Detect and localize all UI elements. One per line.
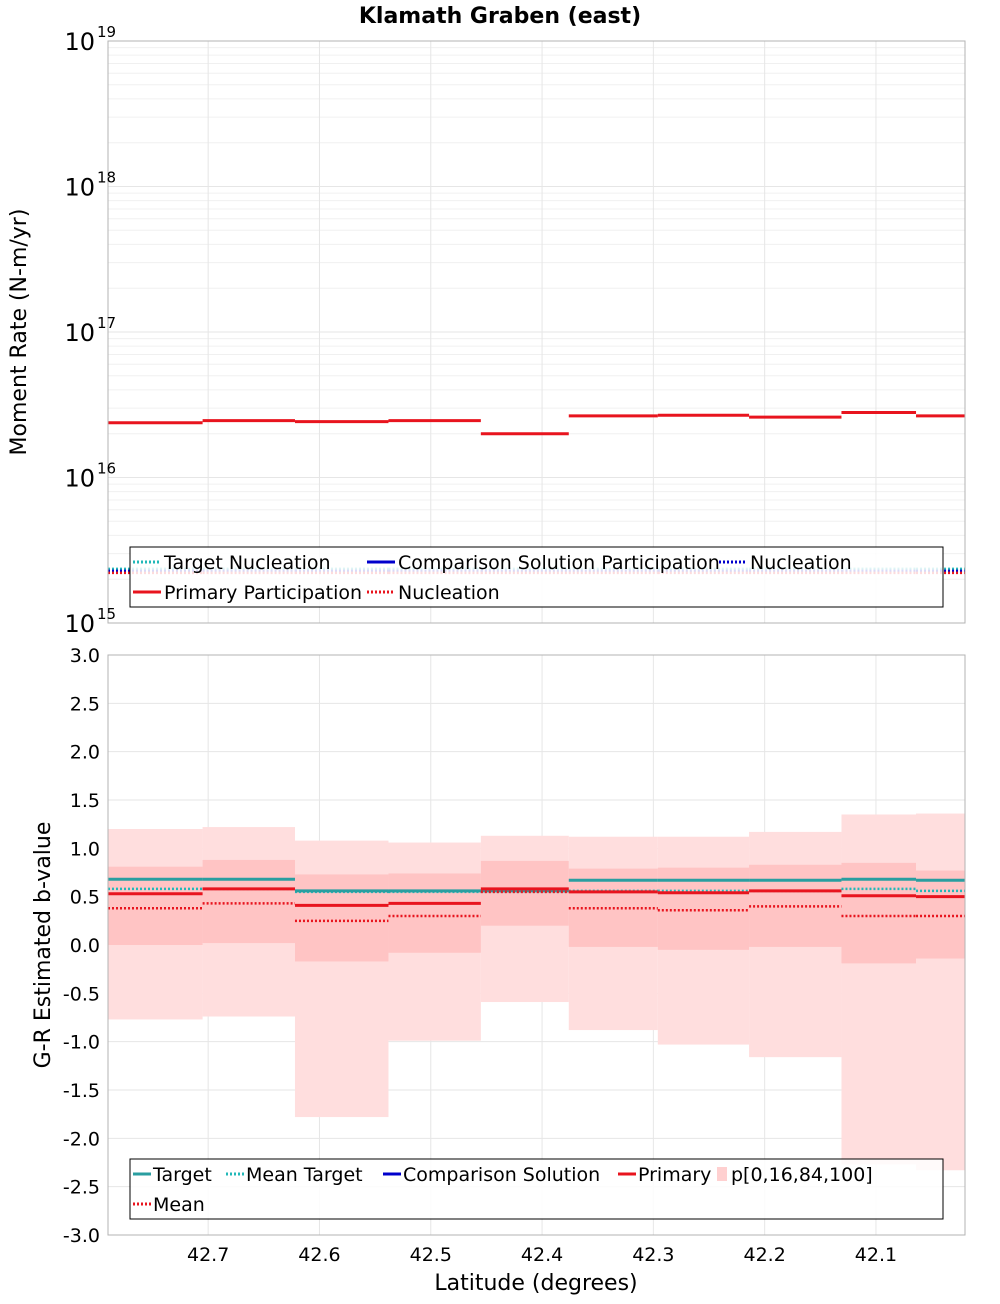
legend-swatch <box>717 1167 727 1181</box>
y-tick-label: -3.0 <box>63 1225 100 1247</box>
y-tick-exponent: 17 <box>97 314 116 332</box>
legend-box <box>129 1158 944 1220</box>
y-tick-label: 2.0 <box>70 742 100 764</box>
y-tick-exponent: 18 <box>97 169 116 187</box>
percentile-band-outer <box>916 813 965 1171</box>
y-tick-exponent: 16 <box>97 460 116 478</box>
x-tick-label: 42.3 <box>632 1244 674 1266</box>
percentile-band-inner <box>480 860 569 926</box>
y-tick-label: -1.0 <box>63 1032 100 1054</box>
b-value-frame <box>107 654 966 1236</box>
y-tick-label: -2.5 <box>63 1177 100 1199</box>
x-tick-label: 42.1 <box>855 1244 897 1266</box>
y-tick-label: 1.0 <box>70 838 100 860</box>
y-tick-label: 10 <box>64 319 95 347</box>
y-tick-label: -2.0 <box>63 1128 100 1150</box>
x-tick-label: 42.4 <box>521 1244 563 1266</box>
x-tick-label: 42.6 <box>298 1244 340 1266</box>
moment-rate-ylabel: Moment Rate (N-m/yr) <box>7 209 32 456</box>
legend-label: Mean <box>153 1194 205 1216</box>
y-tick-label: -1.5 <box>63 1080 100 1102</box>
legend-label: p[0,16,84,100] <box>731 1164 873 1186</box>
legend-box <box>129 546 944 608</box>
y-tick-label: 10 <box>64 174 95 202</box>
moment-rate-legend: Target Nucleation Comparison Solution Par… <box>129 546 944 608</box>
percentile-band-inner <box>916 870 965 959</box>
b-value-y-ticks: 3.0 2.5 2.0 1.5 1.0 0.5 0.0 -0.5 -1.0 -1.5 -2.0 -2.… <box>63 645 100 1247</box>
y-tick-exponent: 15 <box>97 605 116 623</box>
legend-label: Nucleation <box>398 582 500 604</box>
y-tick-label: 3.0 <box>70 645 100 667</box>
percentile-band-inner <box>294 874 389 962</box>
x-ticks: 42.7 42.6 42.5 42.4 42.3 42.2 42.1 <box>187 1244 897 1266</box>
x-tick-label: 42.2 <box>744 1244 786 1266</box>
legend-label: Comparison Solution <box>403 1164 600 1186</box>
y-tick-label: 10 <box>64 610 95 638</box>
percentile-band-inner <box>202 859 295 944</box>
b-value-ylabel: G-R Estimated b-value <box>31 822 56 1069</box>
x-tick-label: 42.5 <box>410 1244 452 1266</box>
legend-label: Nucleation <box>750 552 852 574</box>
b-value-legend: Target Mean Target Comparison Solution Prim… <box>129 1158 944 1220</box>
percentile-band-inner <box>388 873 481 953</box>
chart-title: Klamath Graben (east) <box>359 4 641 29</box>
x-tick-label: 42.7 <box>187 1244 229 1266</box>
y-tick-label: 0.0 <box>70 935 100 957</box>
y-tick-label: 10 <box>64 465 95 493</box>
legend-label: Target Nucleation <box>163 552 331 574</box>
y-tick-label: 10 <box>64 28 95 56</box>
y-tick-exponent: 19 <box>97 23 116 41</box>
b-value-panel: 3.0 2.5 2.0 1.5 1.0 0.5 0.0 -0.5 -1.0 -1.5 -2.0 -2.… <box>31 645 966 1266</box>
legend-label: Target <box>152 1164 212 1186</box>
y-tick-label: 0.5 <box>70 887 100 909</box>
y-tick-label: -0.5 <box>63 983 100 1005</box>
moment-rate-frame <box>107 40 966 624</box>
chart-xlabel: Latitude (degrees) <box>434 1271 637 1296</box>
y-tick-label: 2.5 <box>70 693 100 715</box>
legend-label: Primary Participation <box>164 582 362 604</box>
b-value-series <box>108 813 965 1171</box>
moment-rate-grid <box>108 40 965 624</box>
legend-label: Primary <box>638 1164 711 1186</box>
legend-label: Comparison Solution Participation <box>398 552 720 574</box>
legend-label: Mean Target <box>246 1164 363 1186</box>
y-tick-label: 1.5 <box>70 790 100 812</box>
